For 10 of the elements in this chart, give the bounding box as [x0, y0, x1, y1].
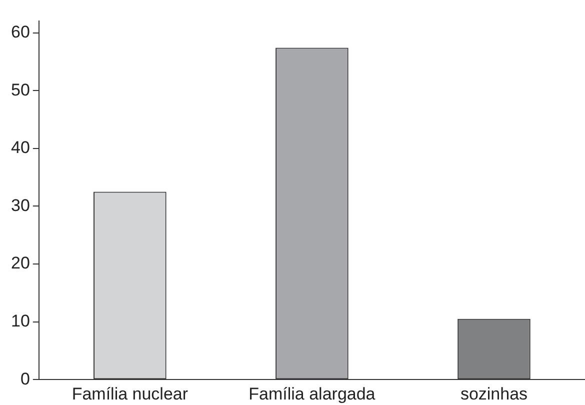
- x-tick-label: Família alargada: [248, 384, 376, 404]
- y-tick-label: 60: [10, 22, 30, 42]
- y-tick-label: 30: [10, 196, 30, 215]
- y-tick-label: 10: [10, 311, 30, 330]
- x-tick-label: sozinhas: [460, 384, 528, 404]
- x-tick-label: Família nuclear: [72, 384, 188, 404]
- y-tick-label: 40: [10, 138, 30, 158]
- y-tick-label: 20: [10, 254, 30, 273]
- y-tick-label: 50: [10, 80, 30, 100]
- y-tick-label: 0: [20, 369, 30, 388]
